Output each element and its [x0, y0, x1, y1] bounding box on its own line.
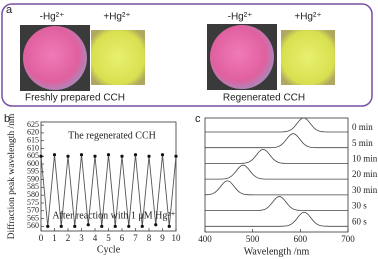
x-tick-label: 600 — [294, 234, 308, 244]
y-axis-label: Diffraction peak wavelength /nm — [6, 113, 17, 239]
y-tick-label: 600 — [27, 159, 39, 168]
x-tick-label: 400 — [198, 234, 212, 244]
panel-label: c — [195, 113, 201, 125]
spectrum — [205, 117, 348, 133]
x-tick-label: 700 — [341, 234, 355, 244]
data-point — [73, 224, 77, 228]
photo-disc — [210, 25, 274, 89]
data-point — [127, 224, 131, 228]
y-tick-label: 615 — [27, 136, 39, 145]
data-point — [147, 154, 151, 158]
minus-label: -Hg²⁺ — [40, 12, 65, 23]
x-axis-label: Wavelength /nm — [244, 246, 310, 257]
x-tick-label: 5 — [106, 233, 111, 243]
panel-label: b — [4, 113, 10, 125]
spectrum — [205, 196, 348, 211]
y-tick-label: 605 — [27, 151, 39, 160]
x-axis-label: Cycle — [97, 244, 121, 255]
data-point — [39, 154, 43, 158]
data-point — [133, 153, 138, 157]
data-point — [154, 223, 158, 227]
panel-label: a — [6, 4, 13, 16]
data-point — [113, 224, 117, 228]
caption: Regenerated CCH — [223, 93, 305, 104]
y-tick-label: 590 — [27, 174, 39, 183]
photo-disc — [23, 26, 87, 90]
y-tick-label: 610 — [27, 143, 39, 152]
x-tick-label: 500 — [246, 234, 260, 244]
plus-label: +Hg²⁺ — [103, 12, 130, 23]
x-tick-label: 1 — [52, 233, 57, 243]
legend-label: 30 s — [352, 201, 367, 211]
caption: Freshly prepared CCH — [25, 93, 125, 104]
x-tick-label: 8 — [147, 233, 152, 243]
spectrum — [205, 133, 348, 149]
y-tick-label: 580 — [27, 190, 39, 199]
data-point — [59, 224, 63, 228]
data-point — [160, 153, 165, 157]
data-point — [46, 224, 50, 228]
data-point — [93, 154, 97, 158]
spectrum — [205, 148, 348, 164]
plot-frame — [204, 117, 349, 233]
data-point — [140, 224, 144, 228]
spectrum — [205, 180, 348, 196]
data-point — [100, 224, 104, 228]
y-tick-label: 585 — [27, 182, 39, 191]
data-point — [86, 223, 90, 227]
y-tick-label: 570 — [27, 206, 39, 215]
panel-frame — [1, 3, 373, 107]
legend-label: 0 min — [352, 122, 373, 132]
y-tick-label: 625 — [27, 120, 39, 129]
annotation: The regenerated CCH — [68, 130, 156, 141]
y-tick-label: 560 — [27, 221, 39, 230]
x-tick-label: 0 — [39, 233, 44, 243]
y-tick-label: 620 — [27, 128, 39, 137]
data-point — [174, 154, 178, 158]
x-tick-label: 10 — [172, 233, 182, 243]
legend-label: 20 min — [352, 169, 378, 179]
y-tick-label: 575 — [27, 198, 39, 207]
photo — [281, 30, 335, 85]
minus-label: -Hg²⁺ — [228, 12, 253, 23]
annotation: After reaction with 1 μM Hg²⁺ — [52, 210, 175, 221]
legend-label: 30 min — [352, 185, 378, 195]
data-point — [120, 154, 124, 158]
x-tick-label: 7 — [133, 233, 138, 243]
data-point — [167, 224, 171, 228]
y-tick-label: 595 — [27, 167, 39, 176]
data-point — [106, 153, 111, 157]
x-tick-label: 3 — [79, 233, 84, 243]
data-point — [52, 153, 57, 157]
legend-label: 60 s — [352, 216, 367, 226]
photo — [91, 30, 145, 85]
legend-label: 5 min — [352, 138, 373, 148]
plus-label: +Hg²⁺ — [294, 12, 321, 23]
x-tick-label: 4 — [93, 233, 98, 243]
legend-label: 10 min — [352, 153, 378, 163]
y-tick-label: 565 — [27, 213, 39, 222]
x-tick-label: 6 — [120, 233, 125, 243]
spectrum — [205, 164, 348, 180]
x-tick-label: 2 — [66, 233, 71, 243]
x-tick-label: 9 — [160, 233, 165, 243]
data-point — [66, 154, 70, 158]
data-point — [79, 153, 84, 157]
spectrum — [205, 211, 348, 227]
